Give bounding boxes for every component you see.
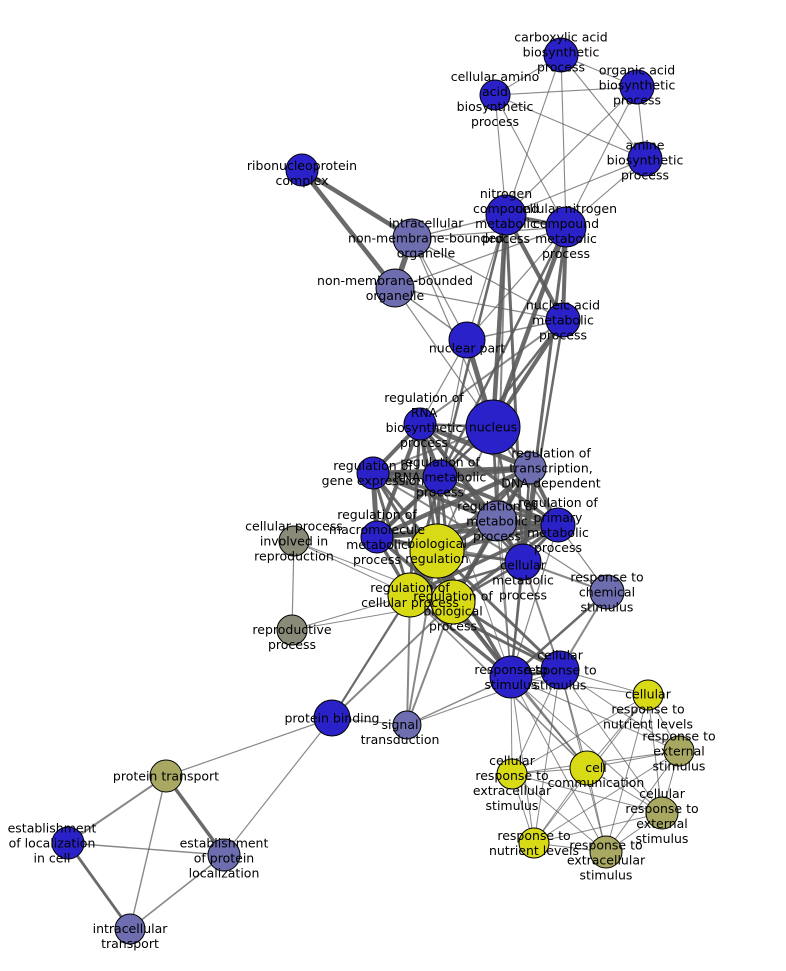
network-edge [510,676,663,814]
network-node-intracellular_transport[interactable] [114,913,146,945]
network-edge [504,214,525,563]
network-edge [331,601,454,719]
network-node-cellular_nitrogen_compound_metab[interactable] [545,206,587,248]
network-edge [533,750,680,844]
network-edge [466,226,567,341]
network-node-nucleus[interactable] [465,399,521,455]
network-edge [533,812,663,844]
node-layer [51,37,695,945]
network-node-reg_rna_biosynth[interactable] [403,407,437,441]
network-edge [439,476,512,678]
network-node-biological_regulation[interactable] [409,523,465,579]
network-edge [331,594,411,719]
network-node-reg_transcription_dna[interactable] [513,451,547,485]
network-node-protein_binding[interactable] [313,699,351,737]
network-edge [510,524,559,678]
network-node-establishment_protein_localization[interactable] [207,838,241,872]
network-edge [505,158,646,216]
network-edge [505,54,562,216]
network-node-amine_bio[interactable] [627,141,663,177]
network-edge [505,86,638,216]
network-node-reg_biological_process[interactable] [430,579,476,625]
network-edge [511,694,649,775]
network-edge [394,226,567,289]
network-edge [559,669,680,752]
network-node-reg_cellular_process[interactable] [387,572,433,618]
network-edge [406,669,561,726]
network-edge [494,94,646,160]
network-node-response_extracellular_stimulus[interactable] [589,835,623,869]
network-node-establishment_localization_cell[interactable] [51,826,85,860]
network-edge [494,94,567,228]
network-edge [559,669,663,814]
network-node-ribonucleoprotein_complex[interactable] [285,153,319,187]
network-node-response_external_stimulus[interactable] [663,735,695,767]
network-node-cellular_metabolic_process[interactable] [504,543,542,581]
network-edge [496,520,608,593]
network-node-cellular_response_nutrient[interactable] [632,679,664,711]
network-edge [492,426,512,678]
network-node-response_nutrient_levels[interactable] [518,827,550,859]
network-node-reg_rna_metab[interactable] [422,459,458,495]
edge-layer [66,54,680,930]
network-edge [223,717,333,856]
network-edge [439,319,564,478]
network-edge [376,465,531,540]
network-node-organic_acid_bio[interactable] [619,69,655,105]
network-node-cellular_response_stimulus[interactable] [540,650,580,690]
network-edge [496,520,512,678]
network-edge [129,854,225,930]
network-edge [300,168,414,240]
network-edge [409,523,559,597]
network-edge [510,676,649,696]
network-edge [533,669,561,844]
network-edge [511,773,663,814]
network-edge [494,86,638,96]
network-edge [510,676,607,853]
network-node-response_chemical_stimulus[interactable] [589,574,625,610]
network-edge [511,773,607,853]
network-node-signal_transduction[interactable] [392,710,422,740]
network-edge [490,214,509,428]
network-node-reg_primary_metab[interactable] [540,507,576,543]
network-node-cell_communication[interactable] [569,750,605,786]
network-node-protein_transport[interactable] [149,759,183,793]
network-edge [300,168,397,290]
network-node-nitrogen_compound_metab[interactable] [485,194,527,236]
network-edge [560,54,567,228]
network-edge [165,717,333,777]
network-node-reg_gene_expression[interactable] [356,456,390,490]
network-node-carboxylic_acid_bio[interactable] [543,37,579,73]
network-node-response_stimulus[interactable] [489,655,533,699]
network-edge [129,775,167,930]
network-edge [411,226,567,239]
network-edge [376,522,559,540]
network-node-cellular_response_external[interactable] [645,796,679,830]
network-edge [406,550,438,726]
network-edge [560,54,646,160]
network-node-cellular_process_reproduction[interactable] [278,525,310,557]
network-node-reg_macromolecule_metab[interactable] [360,520,394,554]
network-edge [419,319,564,425]
network-node-non_membrane_organelle[interactable] [375,268,415,308]
network-edge [510,676,535,844]
network-node-nucleic_acid_metab[interactable] [545,302,581,338]
network-node-intracellular_non_membrane_organelle[interactable] [392,218,432,258]
network-edge [67,775,167,844]
network-edge [510,676,680,752]
network-node-reg_metabolic_process[interactable] [476,500,518,542]
network-edge [565,86,638,228]
network-edge [67,842,225,856]
network-edge [372,472,524,563]
network-edge [438,226,568,478]
network-node-reproductive_process[interactable] [276,614,308,646]
network-edge [66,842,132,930]
network-node-nuclear_part[interactable] [448,321,486,359]
network-edge [605,694,649,853]
network-node-cellular_response_extracellular[interactable] [496,758,528,790]
network-node-cellular_amino_acid_bio[interactable] [479,79,511,111]
network-edge [605,750,680,853]
